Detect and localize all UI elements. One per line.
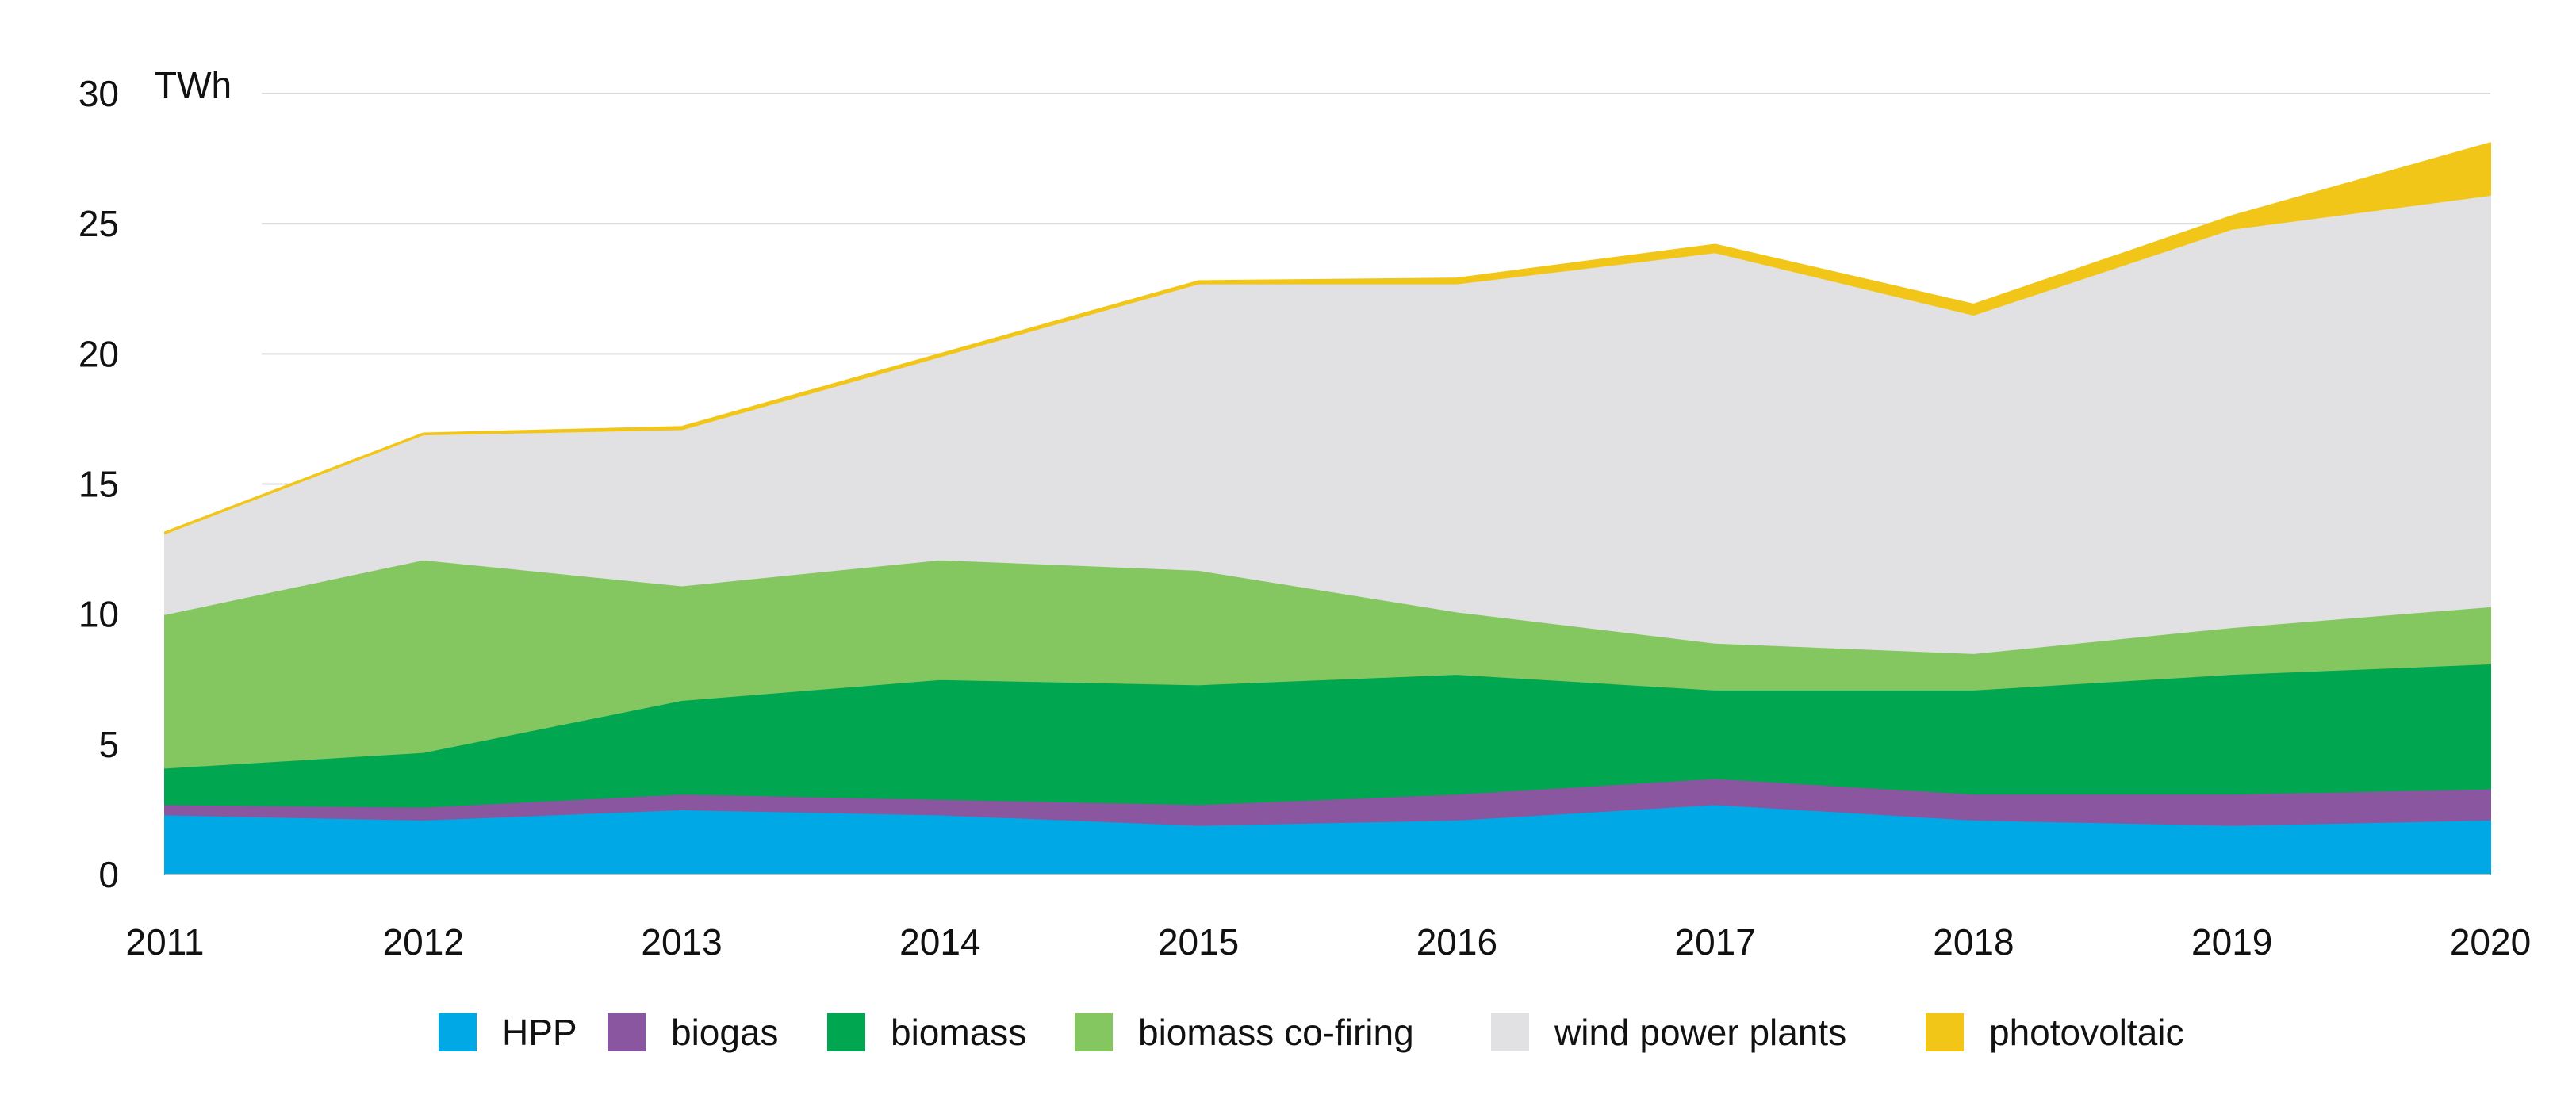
legend-label: HPP [502,1012,577,1053]
y-tick-label: 0 [98,854,119,895]
x-tick-label: 2016 [1416,921,1497,963]
legend-swatch [439,1013,477,1051]
y-tick-label: 20 [79,333,119,374]
legend-label: biomass co-firing [1138,1012,1414,1053]
legend-swatch [1926,1013,1964,1051]
legend-item-wind-power-plants: wind power plants [1491,1012,1846,1053]
legend-swatch [1491,1013,1529,1051]
legend-item-biomass: biomass [827,1012,1026,1053]
legend-swatch [827,1013,865,1051]
legend-label: biomass [891,1012,1026,1053]
legend-label: biogas [671,1012,779,1053]
y-tick-label: 5 [98,724,119,765]
x-tick-label: 2017 [1674,921,1755,963]
legend-swatch [1075,1013,1113,1051]
legend-item-photovoltaic: photovoltaic [1926,1012,2184,1053]
y-tick-label: 30 [79,73,119,114]
legend: HPP biogas biomass biomass co-firing wind po… [439,1012,2184,1053]
area-photovoltaic [164,142,2491,534]
x-tick-label: 2018 [1933,921,2014,963]
y-tick-label: 15 [79,464,119,505]
legend-item-HPP: HPP [439,1012,577,1053]
legend-label: wind power plants [1554,1012,1846,1053]
x-tick-label: 2020 [2450,921,2531,963]
legend-label: photovoltaic [1989,1012,2184,1053]
legend-item-biomass-co-firing: biomass co-firing [1075,1012,1414,1053]
x-tick-label: 2012 [383,921,464,963]
x-tick-label: 2015 [1158,921,1239,963]
y-axis-unit-label: TWh [155,64,232,105]
axes: TWh 0 5 10 15 20 25 30 2011 2012 2013 2014 2015 2016… [79,64,2531,963]
y-tick-label: 25 [79,203,119,244]
legend-swatch [608,1013,646,1051]
area-series [164,142,2491,875]
x-tick-label: 2011 [126,921,205,963]
x-tick-label: 2013 [641,921,722,963]
x-tick-label: 2014 [899,921,980,963]
legend-item-biogas: biogas [608,1012,779,1053]
x-tick-label: 2019 [2191,921,2272,963]
y-tick-label: 10 [79,594,119,635]
